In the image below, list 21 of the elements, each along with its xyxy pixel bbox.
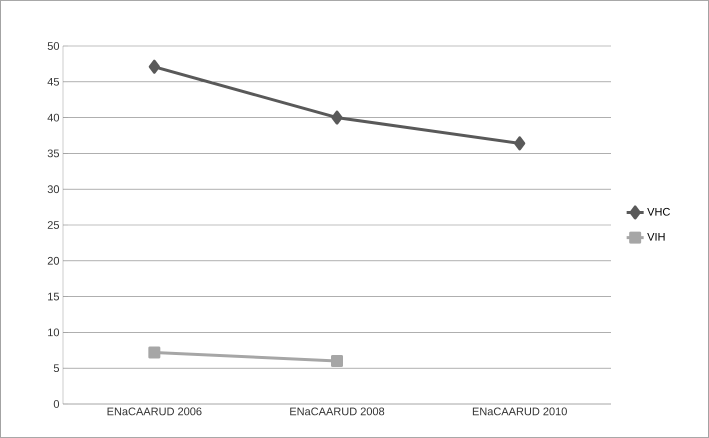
y-tick-label: 0 xyxy=(54,400,60,408)
point xyxy=(148,346,160,358)
x-tick-label: ENaCAARUD 2008 xyxy=(290,408,384,416)
point xyxy=(148,60,160,74)
y-tick-label: 45 xyxy=(47,78,60,86)
legend-label: VIH xyxy=(647,233,665,241)
y-tick-label: 30 xyxy=(48,185,60,194)
point xyxy=(331,355,344,368)
legend-label: VHC xyxy=(647,208,670,216)
x-tick-label: ENaCAARUD 2006 xyxy=(108,408,202,416)
point xyxy=(331,110,343,125)
y-tick-label: 5 xyxy=(54,364,60,372)
y-tick-label: 10 xyxy=(48,328,60,336)
y-tick-label: 50 xyxy=(48,42,60,50)
point xyxy=(514,136,526,150)
y-tick-label: 15 xyxy=(48,292,60,300)
y-tick-label: 35 xyxy=(48,150,60,158)
y-tick-label: 20 xyxy=(48,256,60,265)
x-tick-label: ENaCAARUD 2010 xyxy=(472,408,567,416)
y-tick-label: 40 xyxy=(47,114,60,122)
y-tick-label: 25 xyxy=(48,221,60,229)
